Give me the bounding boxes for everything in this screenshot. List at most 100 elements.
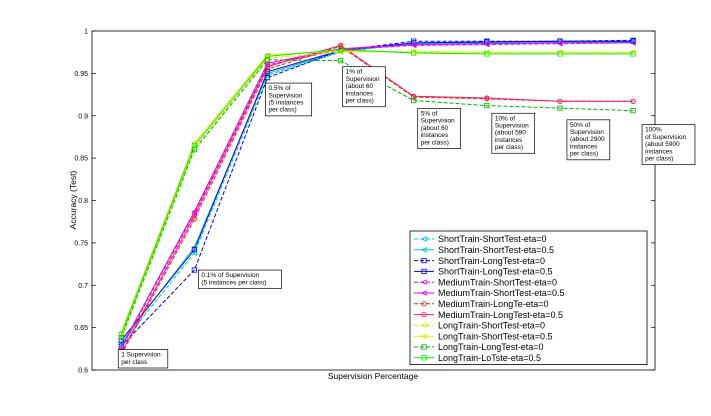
annotation-line: Supervision <box>268 92 302 99</box>
data-point-6-1 <box>191 216 197 222</box>
data-point-11-1 <box>191 142 197 149</box>
data-point-10-0 <box>118 335 124 341</box>
legend-entry: LongTrain-ShortTest-eta=0 <box>414 321 545 331</box>
annotation-frame <box>566 119 611 161</box>
annotation-line: (about 590 <box>495 130 526 137</box>
data-point-10-5 <box>484 102 490 109</box>
legend-label: MediumTrain-LongTest-eta=0.5 <box>438 310 563 320</box>
legend-label: LongTrain-ShortTest-eta=0.5 <box>438 331 552 341</box>
annotation-line: per class <box>121 359 148 366</box>
annotation-line: instances <box>421 132 449 139</box>
legend-label: ShortTrain-LongTest-eta=0.5 <box>438 267 552 277</box>
legend-label: MediumTrain-LongTe-eta=0 <box>438 299 548 309</box>
annotation-line: Supervision <box>570 129 604 136</box>
y-tick-label: 0.75 <box>74 240 88 247</box>
legend-swatch-marker <box>421 268 427 275</box>
series-line-5 <box>120 42 634 348</box>
data-point-7-5 <box>484 95 490 101</box>
annotation-line: of Supervision <box>645 134 687 141</box>
data-point-3-1 <box>191 247 197 253</box>
data-point-7-1 <box>191 213 197 219</box>
y-tick-label: 0.9 <box>78 113 88 120</box>
legend-entry: MediumTrain-ShortTest-eta=0 <box>414 277 557 287</box>
annotation-line: 100% <box>645 127 662 134</box>
y-axis-title: Accuracy (Test) <box>68 171 78 230</box>
legend-entry: LongTrain-ShortTest-eta=0.5 <box>414 331 552 341</box>
annotation-line: (about 60 <box>421 125 449 132</box>
data-point-5-5 <box>483 40 490 47</box>
annotation-line: per class) <box>421 139 449 146</box>
data-point-7-6 <box>557 98 563 104</box>
data-point-10-6 <box>557 105 563 111</box>
legend-swatch-marker <box>420 333 427 340</box>
data-point-6-2 <box>264 66 271 72</box>
y-tick-label: 0.95 <box>74 71 88 78</box>
legend-swatch-marker <box>420 279 427 286</box>
annotation-box: 0.1% of Supervision(5 instances per clas… <box>198 269 282 289</box>
y-tick-label: 0.65 <box>74 325 88 332</box>
legend-label: ShortTrain-LongTest-eta=0 <box>438 256 545 266</box>
annotation-line: Supervision <box>495 122 529 129</box>
annotation-frame <box>342 66 386 108</box>
annotation-box: 100%of Supervision(about 5900instancespe… <box>641 124 696 166</box>
legend: ShortTrain-ShortTest-eta=0ShortTrain-Sho… <box>409 230 648 366</box>
legend-label: ShortTrain-ShortTest-eta=0 <box>438 234 546 244</box>
legend-entry: ShortTrain-LongTest-eta=0.5 <box>414 267 552 277</box>
annotation-line: 0.1% of Supervision <box>201 272 259 279</box>
y-tick-label: 0.7 <box>78 283 88 290</box>
series-line-4 <box>120 42 634 350</box>
data-point-10-2 <box>264 57 271 63</box>
data-point-7-2 <box>264 63 271 70</box>
data-point-7-7 <box>630 98 636 104</box>
legend-swatch-marker <box>420 236 427 242</box>
legend-entry: MediumTrain-LongTe-eta=0 <box>414 299 548 309</box>
data-point-11-0 <box>118 331 124 338</box>
data-point-11-7 <box>630 51 636 57</box>
legend-label: MediumTrain-ShortTest-eta=0 <box>438 277 557 287</box>
annotation-line: instances <box>570 143 598 150</box>
annotation-line: (about 5900 <box>645 141 680 148</box>
annotation-frame <box>641 124 696 166</box>
annotation-line: instances <box>346 90 374 97</box>
annotation-line: per class) <box>268 107 296 114</box>
legend-swatch-marker <box>421 301 427 307</box>
annotation-line: 0.5% of <box>268 85 290 92</box>
legend-entry: LongTrain-LoTste-eta=0.5 <box>414 353 541 363</box>
legend-swatch-marker <box>421 344 427 350</box>
annotation-frame <box>265 82 313 117</box>
legend-swatch-marker <box>420 322 427 329</box>
legend-swatch-marker <box>421 355 427 361</box>
legend-swatch-marker <box>421 257 427 264</box>
series-markers <box>118 37 636 358</box>
legend-frame <box>409 230 648 366</box>
data-point-5-0 <box>118 344 124 350</box>
y-tick-label: 0.6 <box>78 368 88 375</box>
annotation-line: Supervision <box>421 118 455 125</box>
annotation-line: (5 instances per class) <box>201 279 266 286</box>
data-point-5-1 <box>191 208 197 215</box>
data-point-11-2 <box>264 53 271 60</box>
annotation-frame <box>417 108 461 149</box>
data-point-10-7 <box>630 108 636 114</box>
series-line-1 <box>120 41 634 344</box>
data-point-2-2 <box>264 75 271 81</box>
legend-label: LongTrain-ShortTest-eta=0 <box>438 321 545 331</box>
x-axis-title: Supervision Percentage <box>328 371 419 381</box>
legend-entry: MediumTrain-LongTest-eta=0.5 <box>414 310 563 320</box>
y-axis-ticks: 0.6 0.65 0.7 0.75 0.8 0.85 0.9 0.95 1 <box>74 29 655 375</box>
annotation-line: 5% of <box>421 110 438 117</box>
data-point-11-5 <box>484 51 490 57</box>
data-point-11-3 <box>337 47 344 53</box>
data-point-2-1 <box>191 267 197 273</box>
legend-entry: MediumTrain-ShortTest-eta=0.5 <box>414 288 564 298</box>
data-point-5-6 <box>556 40 563 46</box>
annotation-frame <box>491 112 536 154</box>
annotation-line: per class) <box>570 151 598 158</box>
annotation-frame <box>117 349 169 369</box>
data-point-10-3 <box>337 58 344 64</box>
legend-swatch-marker <box>421 311 427 318</box>
